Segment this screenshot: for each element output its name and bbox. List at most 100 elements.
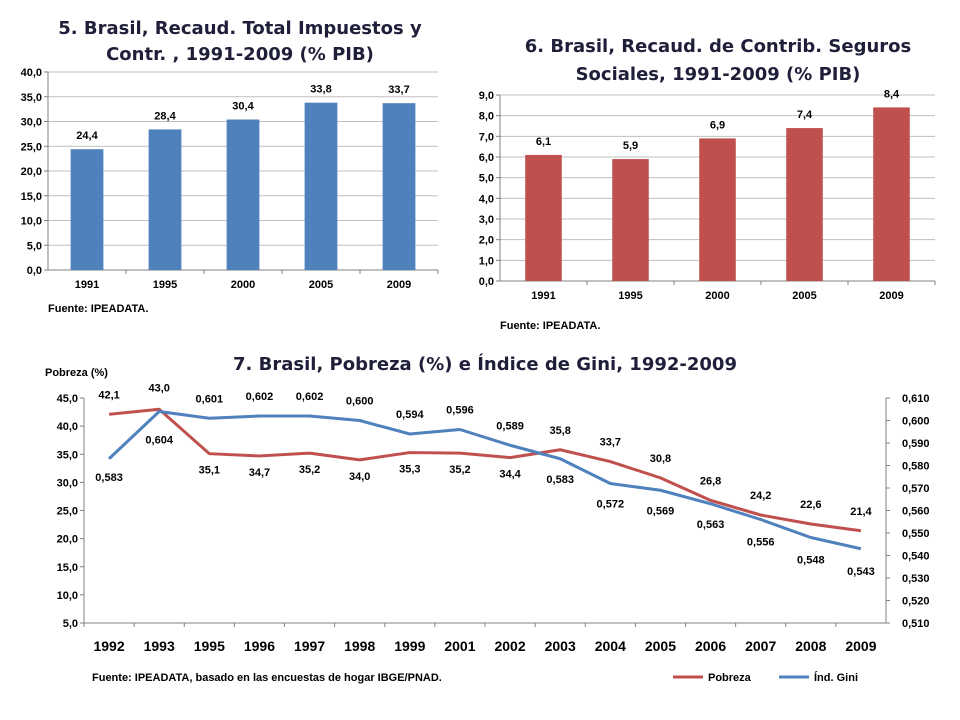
chart-5-bars	[70, 102, 416, 271]
y-tick-label: 9,0	[479, 90, 494, 102]
point-label-gini: 0,569	[647, 505, 675, 517]
chart-6-bars	[525, 107, 910, 282]
chart-7-data-labels: 42,1 43,0 35,1 34,7 35,2 34,0 35,3 35,2 34,4 35,8…	[95, 382, 874, 578]
point-label-pobreza: 43,0	[148, 382, 169, 394]
y-tick-label: 35,0	[21, 92, 42, 104]
y-tick-label: 5,0	[479, 173, 494, 185]
bar-value-label: 7,4	[797, 109, 813, 121]
point-label-pobreza: 24,2	[750, 490, 771, 502]
bar-value-label: 28,4	[154, 110, 176, 122]
chart-5-x-axis: 1991 1995 2000 2005 2009	[48, 269, 439, 291]
x-tick-label: 1995	[194, 638, 225, 654]
left-y-tick-label: 25,0	[57, 506, 78, 518]
y-tick-label: 10,0	[21, 216, 42, 228]
chart-6-data-labels: 6,1 5,9 6,9 7,4 8,4	[536, 88, 900, 152]
y-tick-label: 2,0	[479, 235, 494, 247]
point-label-gini: 0,543	[847, 566, 875, 578]
y-tick-label: 25,0	[21, 141, 42, 153]
point-label-gini: 0,602	[296, 391, 324, 403]
x-tick-label: 1993	[144, 638, 175, 654]
bar	[699, 138, 736, 281]
x-tick-label: 1991	[75, 279, 99, 291]
y-tick-label: 7,0	[479, 131, 494, 143]
x-tick-label: 1996	[244, 638, 275, 654]
point-label-gini: 0,594	[396, 409, 424, 421]
bar	[873, 107, 910, 282]
left-y-tick-label: 35,0	[57, 449, 78, 461]
right-y-tick-label: 0,600	[902, 416, 930, 428]
chart-7-series-lines	[108, 407, 862, 551]
chart-5-source: Fuente: IPEADATA.	[48, 303, 148, 315]
left-y-tick-label: 5,0	[63, 618, 78, 630]
right-y-tick-label: 0,590	[902, 438, 930, 450]
bar-value-label: 6,9	[710, 119, 725, 131]
x-tick-label: 2003	[545, 638, 576, 654]
bar-value-label: 24,4	[76, 130, 98, 142]
chart-5-total-tax-revenue: 5. Brasil, Recaud. Total Impuestos y Con…	[21, 18, 439, 315]
x-tick-label: 2005	[645, 638, 676, 654]
left-y-tick-label: 20,0	[57, 534, 78, 546]
series-line-gini	[108, 410, 862, 551]
x-tick-label: 2002	[494, 638, 525, 654]
y-tick-label: 15,0	[21, 191, 42, 203]
chart-7-left-axis-label: Pobreza (%)	[45, 367, 108, 379]
bar	[786, 128, 823, 281]
bar	[612, 159, 649, 281]
right-y-tick-label: 0,570	[902, 483, 930, 495]
point-label-pobreza: 34,4	[499, 469, 521, 481]
x-tick-label: 1991	[531, 290, 555, 302]
right-y-tick-label: 0,540	[902, 551, 930, 563]
right-y-tick-label: 0,560	[902, 506, 930, 518]
chart-6-title-line-2: Sociales, 1991-2009 (% PIB)	[576, 64, 861, 85]
chart-5-title-line-2: Contr. , 1991-2009 (% PIB)	[106, 44, 374, 65]
point-label-gini: 0,600	[346, 396, 374, 408]
point-label-pobreza: 35,8	[549, 425, 570, 437]
y-tick-label: 20,0	[21, 166, 42, 178]
legend-label-gini: Índ. Gini	[814, 671, 858, 684]
left-y-tick-label: 15,0	[57, 562, 78, 574]
x-tick-label: 1995	[618, 290, 642, 302]
y-tick-label: 0,0	[27, 265, 42, 277]
x-tick-label: 2001	[444, 638, 475, 654]
x-tick-label: 2000	[705, 290, 729, 302]
point-label-pobreza: 35,3	[399, 464, 420, 476]
chart-7-x-axis: 1992 1993 1995 1996 1997 1998 1999 2001 2002 2003…	[83, 622, 886, 654]
left-y-tick-label: 10,0	[57, 590, 78, 602]
left-y-tick-label: 40,0	[57, 421, 78, 433]
bar	[382, 103, 416, 270]
y-tick-label: 30,0	[21, 117, 42, 129]
bar-value-label: 30,4	[232, 101, 254, 113]
y-tick-label: 40,0	[21, 67, 42, 79]
chart-5-y-axis: 0,0 5,0 10,0 15,0 20,0 25,0 30,0 35,0 40,0	[21, 67, 438, 277]
right-y-tick-label: 0,550	[902, 528, 930, 540]
x-tick-label: 1995	[153, 279, 177, 291]
point-label-pobreza: 30,8	[650, 453, 671, 465]
x-tick-label: 2005	[792, 290, 816, 302]
x-tick-label: 1998	[344, 638, 375, 654]
x-tick-label: 1992	[93, 638, 124, 654]
chart-5-data-labels: 24,4 28,4 30,4 33,8 33,7	[76, 84, 409, 143]
point-label-gini: 0,583	[546, 474, 574, 486]
point-label-pobreza: 26,8	[700, 475, 721, 487]
x-tick-label: 1997	[294, 638, 325, 654]
chart-6-source: Fuente: IPEADATA.	[500, 320, 600, 332]
point-label-pobreza: 34,7	[249, 467, 270, 479]
x-tick-label: 1999	[394, 638, 425, 654]
y-tick-label: 6,0	[479, 152, 494, 164]
bar-value-label: 5,9	[623, 140, 638, 152]
x-tick-label: 2007	[745, 638, 776, 654]
bar-value-label: 6,1	[536, 136, 551, 148]
bar-value-label: 33,8	[310, 84, 331, 96]
right-y-tick-label: 0,610	[902, 393, 930, 405]
chart-6-x-axis: 1991 1995 2000 2005 2009	[500, 280, 936, 302]
right-y-tick-label: 0,530	[902, 573, 930, 585]
point-label-gini: 0,548	[797, 555, 825, 567]
point-label-gini: 0,572	[597, 499, 625, 511]
x-tick-label: 2009	[879, 290, 903, 302]
bar	[304, 102, 338, 270]
x-tick-label: 2000	[231, 279, 255, 291]
chart-7-legend: Pobreza Índ. Gini	[673, 671, 858, 684]
x-tick-label: 2004	[595, 638, 626, 654]
chart-7-left-y-axis: 5,0 10,0 15,0 20,0 25,0 30,0 35,0 40,0 45,0	[57, 393, 85, 630]
